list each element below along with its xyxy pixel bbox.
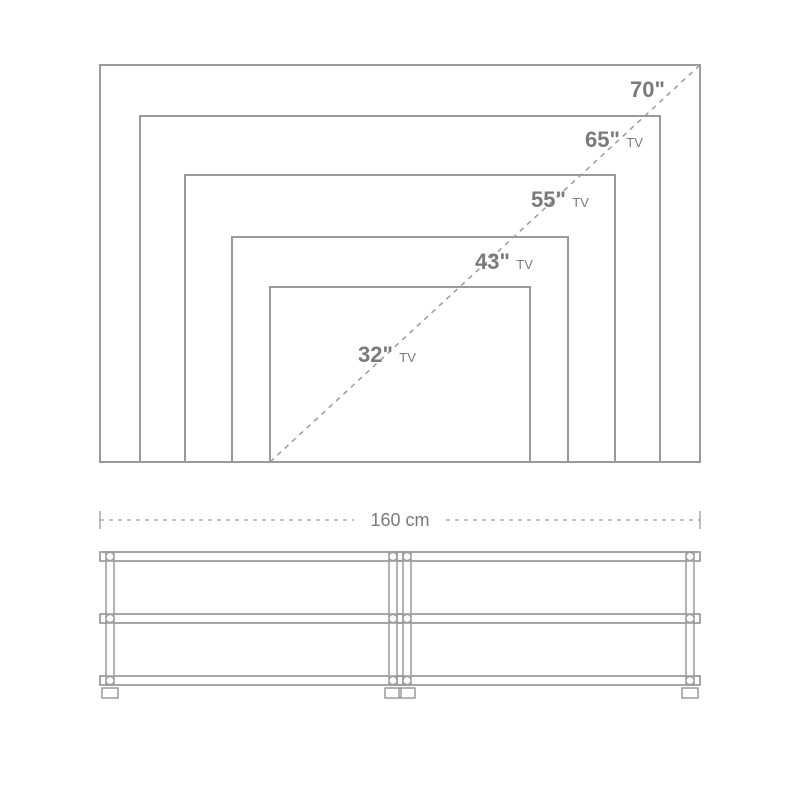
connector [389,677,397,685]
connector [106,677,114,685]
tv-size-label-0: 70" [630,77,665,102]
tv-size-value: 55" [531,187,566,212]
background [0,0,800,800]
connector [686,615,694,623]
tv-size-suffix: TV [513,257,533,272]
connector [106,553,114,561]
connector [686,677,694,685]
connector [686,553,694,561]
tv-size-value: 70" [630,77,665,102]
width-label: 160 cm [370,510,429,530]
connector [403,615,411,623]
tv-size-value: 32" [358,342,393,367]
connector [389,553,397,561]
connector [403,677,411,685]
connector [106,615,114,623]
connector [403,553,411,561]
connector [389,615,397,623]
tv-size-suffix: TV [623,135,643,150]
tv-size-value: 65" [585,127,620,152]
diagram-root: 70"65" TV55" TV43" TV32" TV160 cm [0,0,800,800]
tv-size-value: 43" [475,249,510,274]
tv-size-suffix: TV [569,195,589,210]
tv-size-suffix: TV [396,350,416,365]
